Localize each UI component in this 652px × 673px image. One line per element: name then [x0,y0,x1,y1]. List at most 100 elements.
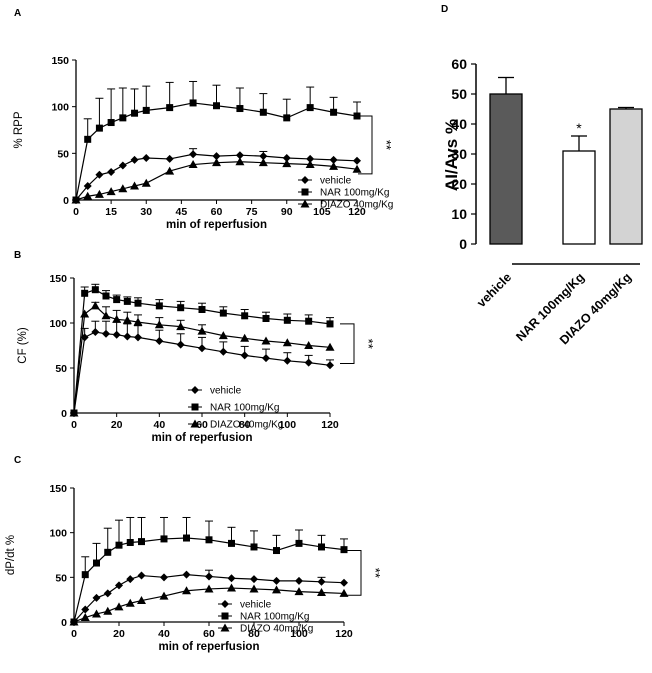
series-triangle [69,583,349,626]
data-point [133,317,143,326]
data-point [112,330,121,339]
data-point [227,583,236,592]
data-point [304,341,314,349]
y-tick-label: 100 [51,102,69,114]
data-point [176,322,186,331]
x-tick-label: 60 [211,206,223,218]
data-point [340,578,348,587]
data-point [198,306,206,313]
data-point [137,571,146,580]
data-point [198,344,206,353]
data-point [305,160,315,169]
series-line [75,102,358,201]
x-tick-label: 20 [111,419,123,431]
data-point [115,581,123,590]
x-axis-label: min of reperfusion [152,432,253,444]
data-point [126,538,134,546]
legend-marker [301,188,309,196]
data-point [306,154,315,163]
x-tick-label: 75 [246,206,258,218]
data-point [155,337,164,345]
data-point [115,541,123,549]
y-tick-label: 150 [51,55,69,67]
legend-entry: NAR 100mg/Kg [210,403,279,414]
data-point [90,301,100,310]
y-tick-label: 100 [49,318,67,330]
series-square [70,283,334,417]
data-point [134,333,142,342]
data-point [71,195,81,204]
data-point [326,361,334,370]
data-point [106,187,116,196]
significance-label: ** [361,339,376,349]
data-point [340,546,348,554]
data-point [69,617,79,626]
y-tick-label: 0 [459,236,467,252]
data-point [176,340,185,349]
legend-marker [190,419,200,428]
x-tick-label: 100 [290,628,308,640]
x-tick-label: 105 [313,206,331,218]
data-point [119,114,127,122]
y-tick-label: 30 [451,146,467,162]
data-point [92,609,101,618]
data-point [318,543,325,551]
series-diamond [70,569,348,626]
data-point [69,408,79,417]
data-point [218,331,228,340]
data-point [126,575,135,584]
legend-marker [300,199,310,208]
data-point [92,593,101,602]
data-point [295,539,303,547]
data-point [283,356,292,365]
data-point [294,587,304,596]
data-point [317,588,326,597]
data-point [80,309,90,318]
x-tick-label: vehicle [474,270,514,310]
x-tick-label: 90 [281,206,293,218]
series-diamond [72,148,361,204]
x-axis-label: min of reperfusion [159,641,260,653]
data-point [339,588,349,597]
series-line [73,587,345,623]
data-point [188,160,198,169]
x-tick-label: 40 [153,419,165,431]
data-point [177,304,185,312]
data-point [134,299,142,307]
data-point [91,286,99,294]
x-tick-label: 15 [105,206,117,218]
data-point [325,342,335,351]
data-point [102,329,110,338]
legend-marker [301,176,309,184]
data-point [94,189,104,198]
data-point [330,108,338,116]
significance-bracket [358,115,373,175]
x-tick-label: 60 [203,628,215,640]
data-point [295,576,303,585]
data-point [113,296,121,304]
legend-entry: vehicle [240,600,272,611]
data-point [273,547,280,555]
y-axis-label: CF (%) [17,327,29,364]
data-point [83,182,92,190]
data-point [326,320,334,328]
panel-b-cf-chart: B 0 50 100 150 0 20 40 60 80 100 120 min of reperfus… [14,250,376,444]
data-point [154,320,164,329]
y-tick-label: 20 [451,176,467,192]
y-tick-label: 150 [49,273,67,285]
data-point [101,311,111,320]
legend-marker [221,600,229,608]
data-point [249,584,259,593]
legend-entry: DIAZO 40mg/Kg [210,420,283,431]
x-tick-label: 120 [321,419,339,431]
x-tick-label: 40 [158,628,170,640]
data-point [261,336,271,345]
data-point [141,178,151,187]
y-axis-label: AI/Avs % [442,119,461,191]
y-tick-label: 0 [61,617,67,629]
series-line [75,161,358,201]
legend-entry: NAR 100mg/Kg [240,612,309,623]
